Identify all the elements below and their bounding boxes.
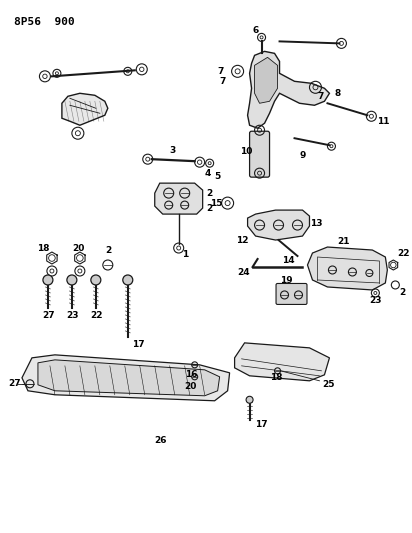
Text: 13: 13 xyxy=(311,219,323,228)
Circle shape xyxy=(43,275,53,285)
Polygon shape xyxy=(155,183,203,214)
Text: 20: 20 xyxy=(185,382,197,391)
FancyBboxPatch shape xyxy=(250,131,269,177)
Text: 26: 26 xyxy=(155,436,167,445)
Polygon shape xyxy=(255,58,278,103)
Polygon shape xyxy=(248,210,309,240)
Text: 2: 2 xyxy=(105,246,111,255)
Text: 18: 18 xyxy=(269,373,282,382)
Text: 2: 2 xyxy=(399,288,405,297)
Text: 19: 19 xyxy=(281,277,293,286)
Text: 2: 2 xyxy=(207,189,213,198)
Polygon shape xyxy=(248,51,330,128)
Text: 12: 12 xyxy=(236,236,248,245)
Text: 8P56  900: 8P56 900 xyxy=(14,18,75,27)
Text: 20: 20 xyxy=(72,244,84,253)
Polygon shape xyxy=(62,93,108,125)
Text: 25: 25 xyxy=(323,381,335,389)
Text: 23: 23 xyxy=(370,296,382,305)
Text: 7: 7 xyxy=(318,92,324,101)
Text: 15: 15 xyxy=(210,199,222,208)
Circle shape xyxy=(123,275,133,285)
Text: 4: 4 xyxy=(205,168,211,177)
Text: 11: 11 xyxy=(377,117,390,126)
Text: 27: 27 xyxy=(8,379,21,389)
Text: 21: 21 xyxy=(337,237,350,246)
Text: 10: 10 xyxy=(240,147,252,156)
Text: 22: 22 xyxy=(397,248,410,257)
Circle shape xyxy=(67,275,77,285)
Circle shape xyxy=(246,396,253,403)
Text: 3: 3 xyxy=(170,146,176,155)
FancyBboxPatch shape xyxy=(276,284,307,304)
Text: 6: 6 xyxy=(253,26,259,35)
Text: 5: 5 xyxy=(215,172,221,181)
Text: 17: 17 xyxy=(255,420,267,429)
Text: 9: 9 xyxy=(300,151,306,160)
Text: 17: 17 xyxy=(132,341,144,349)
Polygon shape xyxy=(307,247,387,290)
Text: 18: 18 xyxy=(37,244,49,253)
Polygon shape xyxy=(234,343,330,381)
Text: 7: 7 xyxy=(218,67,224,76)
Polygon shape xyxy=(38,360,220,396)
Text: 24: 24 xyxy=(238,269,250,278)
Polygon shape xyxy=(22,355,229,401)
Text: 7: 7 xyxy=(220,77,226,86)
Text: 23: 23 xyxy=(66,311,78,320)
Text: 14: 14 xyxy=(283,255,295,264)
Text: 22: 22 xyxy=(90,311,102,320)
Text: 1: 1 xyxy=(182,249,188,259)
Text: 27: 27 xyxy=(42,311,54,320)
Text: 16: 16 xyxy=(185,370,197,379)
Text: 2: 2 xyxy=(207,204,213,213)
Circle shape xyxy=(91,275,101,285)
Text: 8: 8 xyxy=(335,89,341,98)
